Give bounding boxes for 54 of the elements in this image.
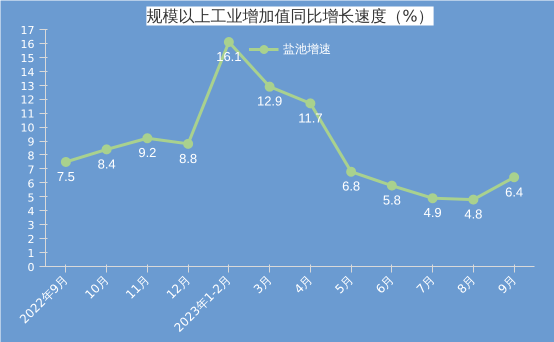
y-tick-label: 11 xyxy=(20,108,35,121)
y-tick-label: 9 xyxy=(28,136,34,149)
y-tick-label: 8 xyxy=(28,149,34,162)
y-tick-label: 12 xyxy=(20,94,35,107)
data-label: 16.1 xyxy=(216,49,242,64)
data-label: 6.4 xyxy=(505,184,524,200)
data-label: 4.8 xyxy=(464,206,482,222)
x-tick-label: 7月 xyxy=(414,272,438,296)
chart-title: 规模以上工业增加值同比增长速度（%） xyxy=(146,6,434,26)
data-label: 9.2 xyxy=(138,145,156,160)
y-tick-label: 2 xyxy=(28,233,34,246)
data-label: 4.9 xyxy=(424,205,442,220)
x-tick-label: 3月 xyxy=(250,272,275,296)
y-tick-label: 3 xyxy=(28,219,34,232)
x-tick-label: 6月 xyxy=(373,272,397,296)
point xyxy=(509,172,520,182)
y-tick-label: 0 xyxy=(28,261,34,274)
x-tick-label: 4月 xyxy=(292,272,316,296)
y-tick-label: 14 xyxy=(20,66,35,79)
y-tick-label: 13 xyxy=(20,80,35,93)
data-label: 12.9 xyxy=(256,94,282,109)
x-tick-label: 12月 xyxy=(164,272,194,302)
data-label: 11.7 xyxy=(298,110,323,126)
data-label: 5.8 xyxy=(382,192,401,208)
point xyxy=(142,133,152,144)
data-label: 7.5 xyxy=(56,168,75,184)
point xyxy=(468,194,478,205)
y-tick-label: 15 xyxy=(20,52,35,65)
point xyxy=(386,180,397,191)
data-label: 6.8 xyxy=(342,178,360,194)
x-tick-label: 8月 xyxy=(454,272,478,296)
x-tick-label: 10月 xyxy=(82,272,112,302)
y-tick-label: 7 xyxy=(28,163,34,176)
y-tick-label: 5 xyxy=(28,191,34,204)
y-tick-label: 17 xyxy=(20,24,35,37)
data-label: 8.4 xyxy=(98,156,116,172)
y-tick-label: 16 xyxy=(20,38,35,51)
y-tick-label: 10 xyxy=(20,122,35,135)
y-tick-label: 1 xyxy=(28,247,34,260)
point xyxy=(183,138,194,149)
x-tick-label: 11月 xyxy=(123,272,152,302)
point xyxy=(346,166,356,177)
point xyxy=(102,144,112,154)
point xyxy=(305,98,316,108)
data-label: 8.8 xyxy=(179,150,198,166)
point xyxy=(264,82,275,92)
y-tick-label: 4 xyxy=(28,205,34,218)
x-tick-label: 9月 xyxy=(495,272,520,296)
point xyxy=(428,193,438,204)
legend-label: 盐池增速 xyxy=(283,40,331,58)
point xyxy=(60,156,71,167)
y-tick-label: 6 xyxy=(28,177,34,190)
x-tick-label: 5月 xyxy=(332,272,356,296)
point xyxy=(224,37,234,48)
